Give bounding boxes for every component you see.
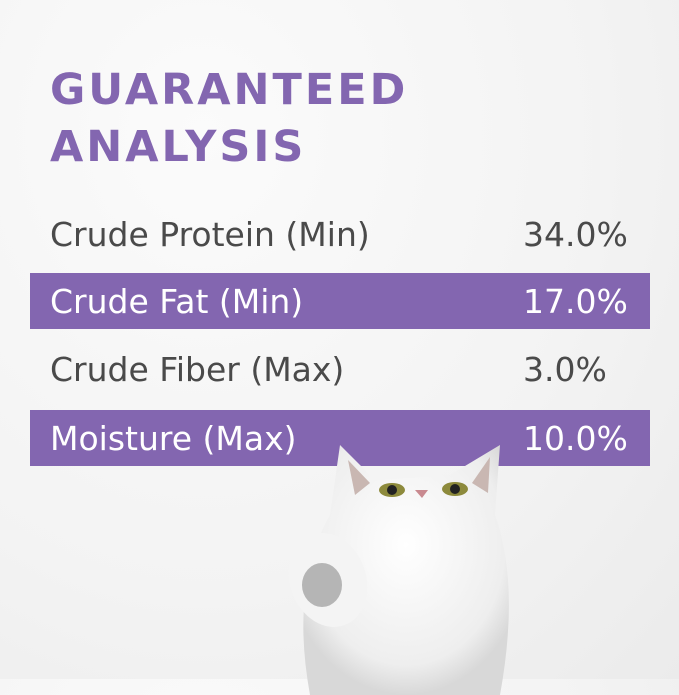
kitten-image: [288, 445, 509, 695]
row-value: 10.0%: [523, 418, 628, 458]
row-label: Moisture (Max): [50, 418, 297, 458]
row-value: 34.0%: [523, 214, 628, 254]
title-line-2: ANALYSIS: [50, 122, 307, 172]
title-line-1: GUARANTEED: [50, 65, 409, 115]
row-value: 17.0%: [523, 281, 628, 321]
row-value: 3.0%: [523, 349, 607, 389]
row-label: Crude Protein (Min): [50, 214, 370, 254]
analysis-row-protein: Crude Protein (Min) 34.0%: [30, 206, 650, 262]
analysis-row-fat: Crude Fat (Min) 17.0%: [30, 273, 650, 329]
row-label: Crude Fat (Min): [50, 281, 304, 321]
row-label: Crude Fiber (Max): [50, 349, 345, 389]
page-title: GUARANTEED ANALYSIS: [50, 62, 408, 176]
analysis-row-fiber: Crude Fiber (Max) 3.0%: [30, 341, 650, 397]
